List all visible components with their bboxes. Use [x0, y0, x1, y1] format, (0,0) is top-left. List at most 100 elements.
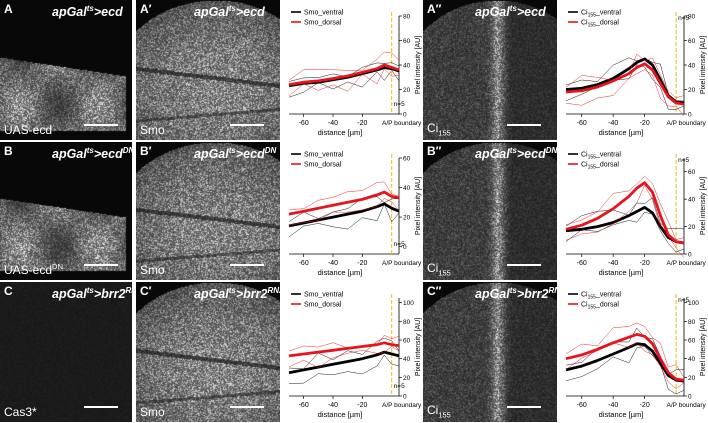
genotype-sup: ts [228, 4, 236, 13]
x-tick-label: -40 [608, 260, 618, 267]
ventral-replicate-trace [288, 354, 400, 384]
stain-label: Cas3* [4, 405, 37, 419]
genotype-driver: apGal [52, 287, 87, 302]
genotype-transgene: >brr2 [516, 287, 549, 302]
micrograph-image [0, 142, 132, 280]
y-tick-label: 0 [688, 394, 692, 401]
legend-entry: Smo_ventral [304, 292, 344, 299]
chart-svg: -60 -40 -20 0 20 40 60 80 distance [µm] Pixel int… [288, 10, 422, 137]
chart-svg: -60 -40 -20 0 20 40 60 distance [µm] Pixel inten… [565, 152, 707, 277]
x-tick-label: -60 [577, 120, 587, 127]
intensity-chart: -60 -40 -20 0 20 40 60 80 distance [µm] Pixel int… [281, 0, 423, 140]
dorsal-mean-line [288, 190, 400, 216]
scale-bar [230, 406, 264, 408]
stain-name: UAS-ecd [4, 123, 53, 137]
legend-entry: Ci155_ventral [581, 292, 621, 301]
micrograph-panel: A′ apGalts>ecd Smo [136, 0, 280, 140]
stain-name: Smo [140, 405, 165, 419]
legend-entry: Ci155_dorsal [581, 162, 619, 171]
chart-svg: -60 -40 -20 0 20 40 60 80 100 distance [µm] Pixel … [565, 292, 707, 419]
stain-label: UAS-ecdDN [4, 262, 63, 277]
x-axis-label: distance [µm] [599, 128, 644, 137]
x-tick-label: -60 [577, 260, 587, 267]
ventral-mean-line [565, 57, 685, 105]
ventral-replicate-trace [288, 196, 400, 222]
dorsal-replicate-trace [565, 322, 685, 378]
y-tick-label: 60 [403, 338, 411, 345]
legend-entry: Smo_dorsal [304, 20, 342, 27]
ap-boundary-label: A/P boundary [666, 120, 706, 127]
intensity-chart: -60 -40 -20 0 20 40 60 80 distance [µm] Pixel int… [558, 0, 708, 140]
stain-label: Ci155 [427, 261, 451, 277]
micrograph-panel: B″ apGalts>ecdDN Ci155 [423, 142, 557, 280]
ap-boundary-label: A/P boundary [382, 402, 422, 409]
genotype-title: apGalts>ecdDN [52, 146, 132, 161]
genotype-sup: ts [509, 286, 517, 295]
panel-label: B″ [427, 144, 442, 158]
intensity-chart: -60 -40 -20 0 20 40 60 distance [µm] Pixel inten… [558, 142, 708, 280]
genotype-sup: ts [86, 4, 94, 13]
micrograph-panel: A″ apGalts>ecd Ci155 [423, 0, 557, 140]
stain-label: Smo [140, 263, 165, 277]
stain-sup: DN [52, 262, 63, 271]
y-tick-label: 60 [403, 38, 411, 45]
genotype-driver: apGal [52, 5, 87, 20]
stain-name: Smo [140, 263, 165, 277]
x-tick-label: -20 [640, 120, 650, 127]
genotype-title: apGalts>ecd [194, 4, 265, 19]
stain-label: UAS-ecd [4, 123, 52, 137]
genotype-title: apGalts>brr2RNAi [52, 286, 132, 301]
ap-boundary-label: A/P boundary [382, 260, 422, 267]
genotype-driver: apGal [194, 147, 229, 162]
y-tick-label: 60 [688, 169, 696, 176]
dorsal-replicate-trace [565, 342, 685, 390]
dorsal-replicate-trace [288, 181, 400, 210]
genotype-tail: DN [264, 146, 277, 155]
panel-label: B [4, 144, 13, 158]
panel-label: C [4, 284, 13, 298]
y-tick-label: 0 [403, 112, 407, 119]
micrograph-image [136, 282, 280, 422]
ventral-replicate-trace [565, 197, 685, 230]
genotype-driver: apGal [194, 287, 229, 302]
y-tick-label: 40 [403, 356, 411, 363]
x-axis-label: distance [µm] [599, 410, 644, 419]
scale-bar [230, 124, 264, 126]
y-tick-label: 40 [688, 197, 696, 204]
y-tick-label: 40 [403, 63, 411, 70]
legend-entry: Ci155_dorsal [581, 302, 619, 311]
scale-bar [230, 264, 264, 266]
y-axis-label: Pixel intensity [AU] [700, 177, 707, 235]
y-tick-label: 40 [688, 356, 696, 363]
y-tick-label: 100 [403, 300, 414, 307]
stain-label: Smo [140, 123, 165, 137]
y-tick-label: 40 [403, 185, 411, 192]
y-tick-label: 100 [688, 300, 699, 307]
stain-name: UAS-ecd [4, 263, 53, 277]
ventral-replicate-trace [288, 203, 400, 238]
genotype-driver: apGal [194, 5, 229, 20]
legend-entry: Smo_dorsal [304, 162, 342, 169]
y-tick-label: 20 [403, 87, 411, 94]
genotype-sup: ts [86, 146, 94, 155]
x-tick-label: -40 [608, 402, 618, 409]
genotype-driver: apGal [475, 287, 510, 302]
stain-sub: 155 [438, 410, 451, 419]
genotype-tail: RNAi [125, 286, 133, 295]
x-tick-label: -20 [640, 260, 650, 267]
dorsal-replicate-trace [565, 53, 685, 98]
micrograph-image [0, 0, 132, 140]
ventral-replicate-trace [288, 62, 400, 82]
chart-svg: -60 -40 -20 0 20 40 60 distance [µm] Pixel inten… [288, 152, 422, 277]
legend-entry: Ci155_dorsal [581, 20, 619, 29]
genotype-sup: ts [228, 146, 236, 155]
scale-bar [84, 124, 118, 126]
micrograph-image [136, 142, 280, 280]
x-tick-label: -20 [357, 402, 367, 409]
n-label: n=5 [678, 297, 689, 304]
x-tick-label: -40 [328, 120, 338, 127]
genotype-tail: RNAi [267, 286, 281, 295]
